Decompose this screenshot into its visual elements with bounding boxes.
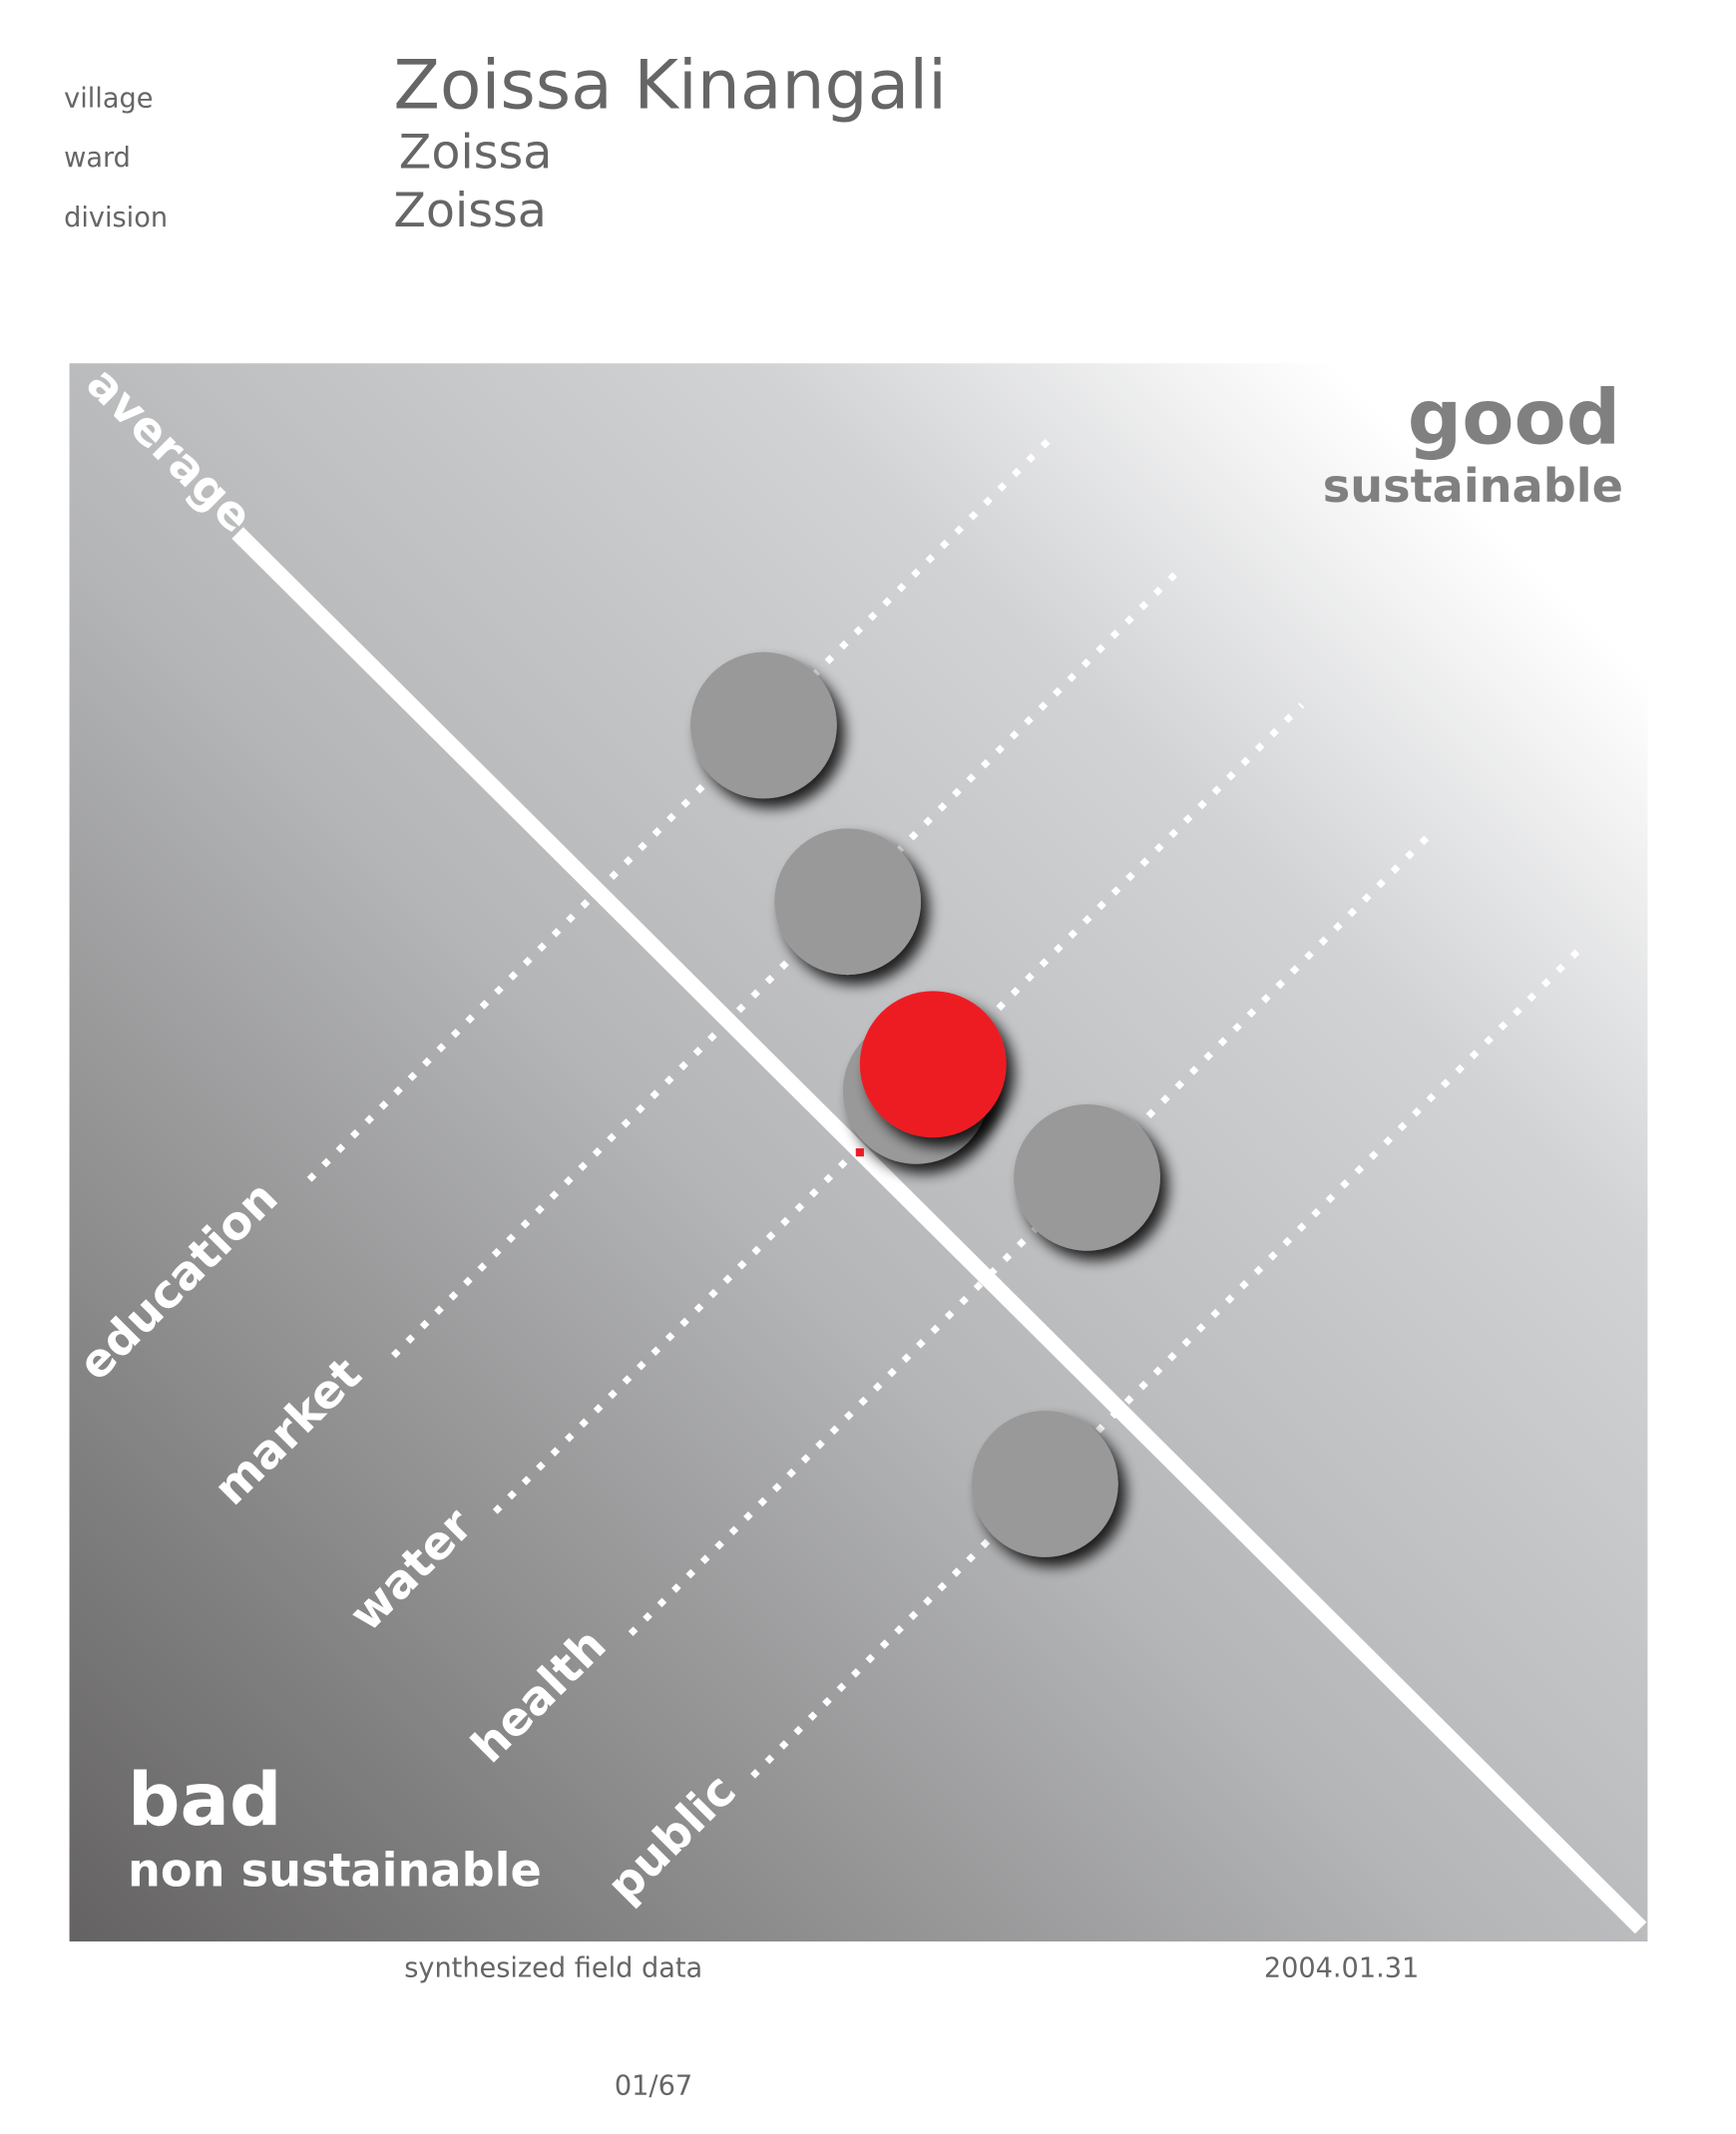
- highlight-point: [859, 991, 1007, 1138]
- average-marker: [855, 1148, 864, 1157]
- village-name: Zoissa Kinangali: [393, 47, 947, 126]
- good-sublabel: sustainable: [1323, 459, 1623, 513]
- village-label: village: [64, 83, 153, 114]
- point-market: [774, 828, 921, 976]
- bad-label: bad: [128, 1758, 282, 1843]
- bad-sublabel: non sustainable: [128, 1843, 542, 1897]
- division-label: division: [64, 203, 168, 233]
- dotted-line-market: [390, 567, 1182, 1359]
- source-note: synthesized field data: [404, 1952, 702, 1983]
- points: [689, 651, 1160, 1557]
- division-name: Zoissa: [393, 184, 547, 238]
- date: 2004.01.31: [1264, 1952, 1420, 1983]
- good-label: good: [1408, 372, 1621, 461]
- point-health: [1014, 1103, 1160, 1251]
- point-public: [971, 1410, 1118, 1557]
- dotted-line-health: [628, 827, 1438, 1636]
- average-line: [231, 527, 1647, 1934]
- ward-label: ward: [64, 143, 131, 174]
- page-number: 01/67: [615, 2071, 692, 2102]
- point-education: [689, 651, 837, 799]
- ward-name: Zoissa: [399, 126, 553, 181]
